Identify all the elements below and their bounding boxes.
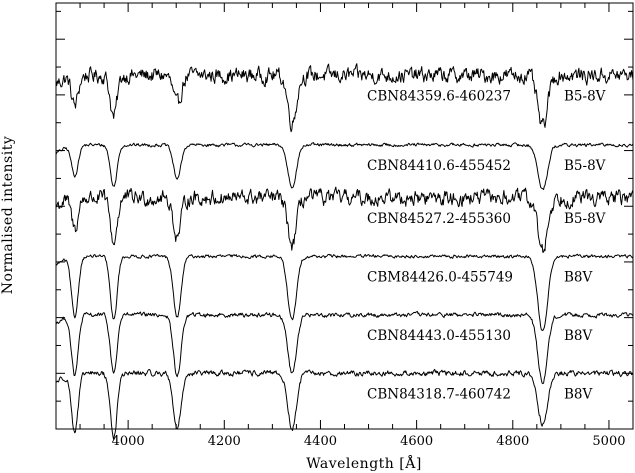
spectral-type-label: B5-8V (564, 88, 606, 104)
x-axis-label: Wavelength [Å] (306, 454, 422, 472)
x-axis-ticks: 4000 4200 4400 4600 4800 5000 (55, 3, 634, 449)
spectra-lines (55, 63, 634, 441)
x-tick-label: 4400 (304, 434, 337, 449)
y-axis-label: Normalised intensity (0, 136, 16, 294)
spectral-type-label: B5-8V (564, 158, 606, 174)
x-tick-label: 4200 (208, 434, 241, 449)
spectrum-line (55, 368, 634, 441)
spectra-labels: CBN84359.6-460237 B5-8V CBN84410.6-455452 B… (367, 88, 606, 402)
series-name-label: CBN84359.6-460237 (367, 88, 511, 104)
x-tick-label: 4800 (496, 434, 529, 449)
spectrum-line (55, 186, 634, 253)
series-name-label: CBN84318.7-460742 (367, 386, 511, 402)
spectrum-line (55, 253, 634, 331)
series-name-label: CBN84410.6-455452 (367, 158, 511, 174)
x-tick-label: 4000 (112, 434, 145, 449)
spectral-type-label: B8V (564, 386, 593, 402)
spectrum-line (55, 142, 634, 190)
x-tick-label: 4600 (400, 434, 433, 449)
spectral-type-label: B5-8V (564, 211, 606, 227)
x-tick-label: 5000 (592, 434, 625, 449)
series-name-label: CBN84527.2-455360 (367, 211, 511, 227)
series-name-label: CBN84443.0-455130 (367, 328, 511, 344)
spectrum-line (55, 63, 634, 133)
series-name-label: CBM84426.0-455749 (367, 269, 513, 285)
spectral-type-label: B8V (564, 269, 593, 285)
spectrum-line (55, 310, 634, 385)
spectral-type-label: B8V (564, 328, 593, 344)
